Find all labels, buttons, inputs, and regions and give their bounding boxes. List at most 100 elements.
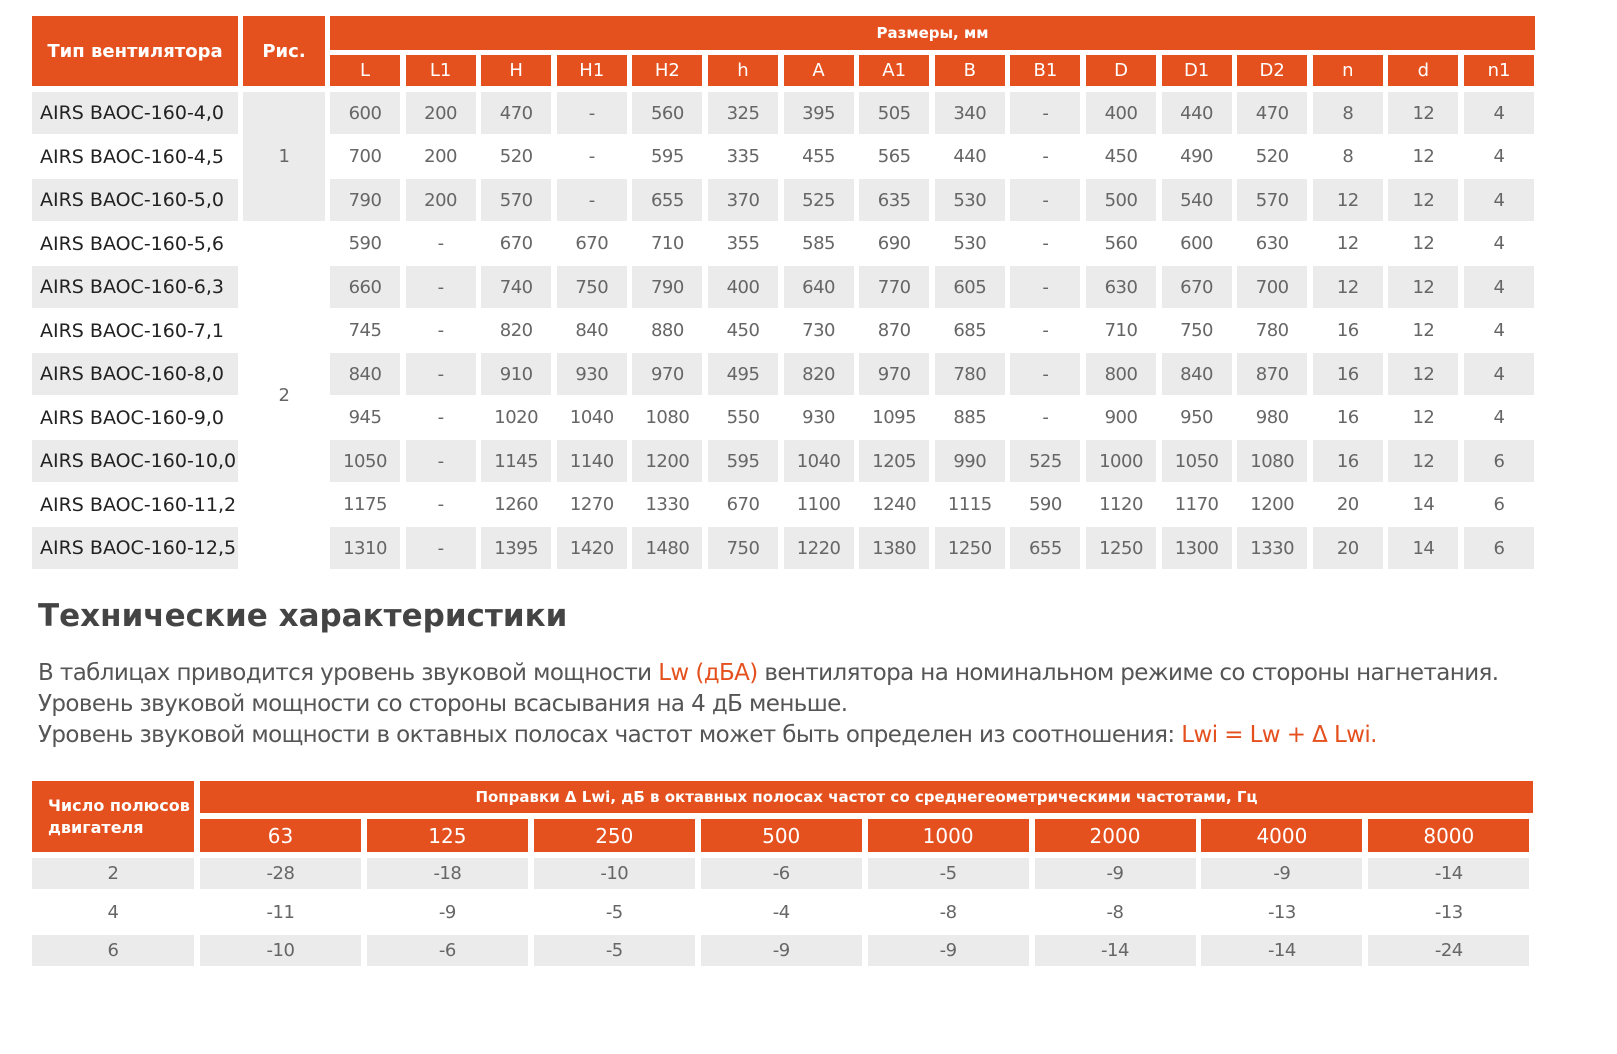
value-cell: - xyxy=(437,233,445,254)
value-cell: -10 xyxy=(533,858,695,889)
value-cell: 550 xyxy=(726,407,760,428)
value-cell: 1020 xyxy=(494,407,539,428)
header-cell: Число полюсов двигателя xyxy=(32,781,194,852)
value-cell: - xyxy=(1042,407,1049,428)
column-header: n xyxy=(1312,55,1383,86)
value-cell: -18 xyxy=(366,858,528,889)
value-cell: 685 xyxy=(953,320,987,341)
header-cell: Тип вентилятора xyxy=(32,16,238,86)
value-cell: 1250 xyxy=(934,527,1005,569)
paragraph-line: Уровень звуковой мощности со стороны вса… xyxy=(38,691,848,717)
value-cell: 455 xyxy=(802,146,836,167)
value-cell: 400 xyxy=(708,266,778,308)
value-cell: 870 xyxy=(877,320,911,341)
value-cell: 1145 xyxy=(481,440,552,482)
value-cell: -5 xyxy=(605,901,623,923)
column-header: H1 xyxy=(556,55,627,86)
value-cell: 870 xyxy=(1237,353,1308,395)
value-cell: 470 xyxy=(1237,92,1308,134)
value-cell: 525 xyxy=(1010,440,1081,482)
value-cell: 1140 xyxy=(556,440,627,482)
value-cell: 595 xyxy=(708,440,778,482)
column-header: L xyxy=(330,55,400,86)
value-cell: 970 xyxy=(632,353,703,395)
value-cell: 520 xyxy=(499,146,533,167)
value-cell: 595 xyxy=(650,146,684,167)
value-cell: - xyxy=(1042,233,1049,254)
value-cell: 12 xyxy=(1388,353,1459,395)
value-cell: 655 xyxy=(1010,527,1081,569)
value-cell: 1205 xyxy=(859,440,930,482)
value-cell: - xyxy=(405,527,476,569)
value-cell: 1000 xyxy=(1086,440,1156,482)
value-cell: 655 xyxy=(632,179,703,221)
value-cell: 660 xyxy=(330,266,400,308)
value-cell: 630 xyxy=(1255,233,1289,254)
value-cell: 1080 xyxy=(645,407,690,428)
value-cell: 690 xyxy=(877,233,911,254)
value-cell: 4 xyxy=(1464,179,1534,221)
value-cell: 440 xyxy=(953,146,987,167)
column-header: 8000 xyxy=(1368,819,1530,852)
value-cell: 1050 xyxy=(1161,440,1232,482)
value-cell: 1330 xyxy=(1237,527,1308,569)
value-cell: 12 xyxy=(1388,179,1459,221)
value-cell: 16 xyxy=(1312,440,1383,482)
value-cell: 1395 xyxy=(481,527,552,569)
paragraph-line: В таблицах приводится уровень звуковой м… xyxy=(38,660,1499,686)
poles-cell: 2 xyxy=(32,858,194,889)
value-cell: 790 xyxy=(632,266,703,308)
value-cell: 770 xyxy=(859,266,930,308)
value-cell: -6 xyxy=(366,935,528,966)
value-cell: -8 xyxy=(939,901,957,923)
value-cell: 930 xyxy=(802,407,836,428)
value-cell: 630 xyxy=(1086,266,1156,308)
value-cell: -24 xyxy=(1368,935,1530,966)
value-cell: -9 xyxy=(700,935,862,966)
value-cell: 840 xyxy=(575,320,609,341)
value-cell: 1170 xyxy=(1174,494,1219,515)
value-cell: 1250 xyxy=(1086,527,1156,569)
value-cell: 1080 xyxy=(1237,440,1308,482)
column-header: 250 xyxy=(533,819,695,852)
value-cell: 490 xyxy=(1180,146,1214,167)
figure-cell: 2 xyxy=(278,385,290,407)
value-cell: -5 xyxy=(533,935,695,966)
model-cell: AIRS BAOC-160-8,0 xyxy=(32,353,238,395)
value-cell: 12 xyxy=(1336,233,1359,254)
column-header: L1 xyxy=(405,55,476,86)
value-cell: 750 xyxy=(556,266,627,308)
value-cell: -14 xyxy=(1368,858,1530,889)
value-cell: 790 xyxy=(330,179,400,221)
value-cell: - xyxy=(1010,179,1081,221)
value-cell: 525 xyxy=(783,179,854,221)
value-cell: 1300 xyxy=(1161,527,1232,569)
value-cell: 640 xyxy=(783,266,854,308)
column-header: D1 xyxy=(1161,55,1232,86)
column-header: 2000 xyxy=(1034,819,1196,852)
model-cell: AIRS BAOC-160-9,0 xyxy=(40,406,225,429)
value-cell: - xyxy=(1042,146,1049,167)
value-cell: 1260 xyxy=(494,494,539,515)
value-cell: 440 xyxy=(1161,92,1232,134)
value-cell: 560 xyxy=(632,92,703,134)
highlight: Lw (дБА) xyxy=(658,660,758,686)
value-cell: 1115 xyxy=(947,494,992,515)
value-cell: 570 xyxy=(481,179,552,221)
value-cell: 1240 xyxy=(872,494,917,515)
value-cell: 16 xyxy=(1336,407,1359,428)
value-cell: 700 xyxy=(348,146,382,167)
paragraph-line: Уровень звуковой мощности в октавных пол… xyxy=(38,722,1377,748)
value-cell: 565 xyxy=(877,146,911,167)
value-cell: - xyxy=(405,353,476,395)
column-header: n1 xyxy=(1464,55,1534,86)
value-cell: 585 xyxy=(802,233,836,254)
value-cell: 1220 xyxy=(783,527,854,569)
value-cell: 945 xyxy=(348,407,382,428)
value-cell: 980 xyxy=(1255,407,1289,428)
value-cell: - xyxy=(1010,92,1081,134)
text: Уровень звуковой мощности в октавных пол… xyxy=(38,722,1182,748)
value-cell: 1310 xyxy=(330,527,400,569)
value-cell: 700 xyxy=(1237,266,1308,308)
highlight: Lwi = Lw + Δ Lwi. xyxy=(1181,722,1377,748)
